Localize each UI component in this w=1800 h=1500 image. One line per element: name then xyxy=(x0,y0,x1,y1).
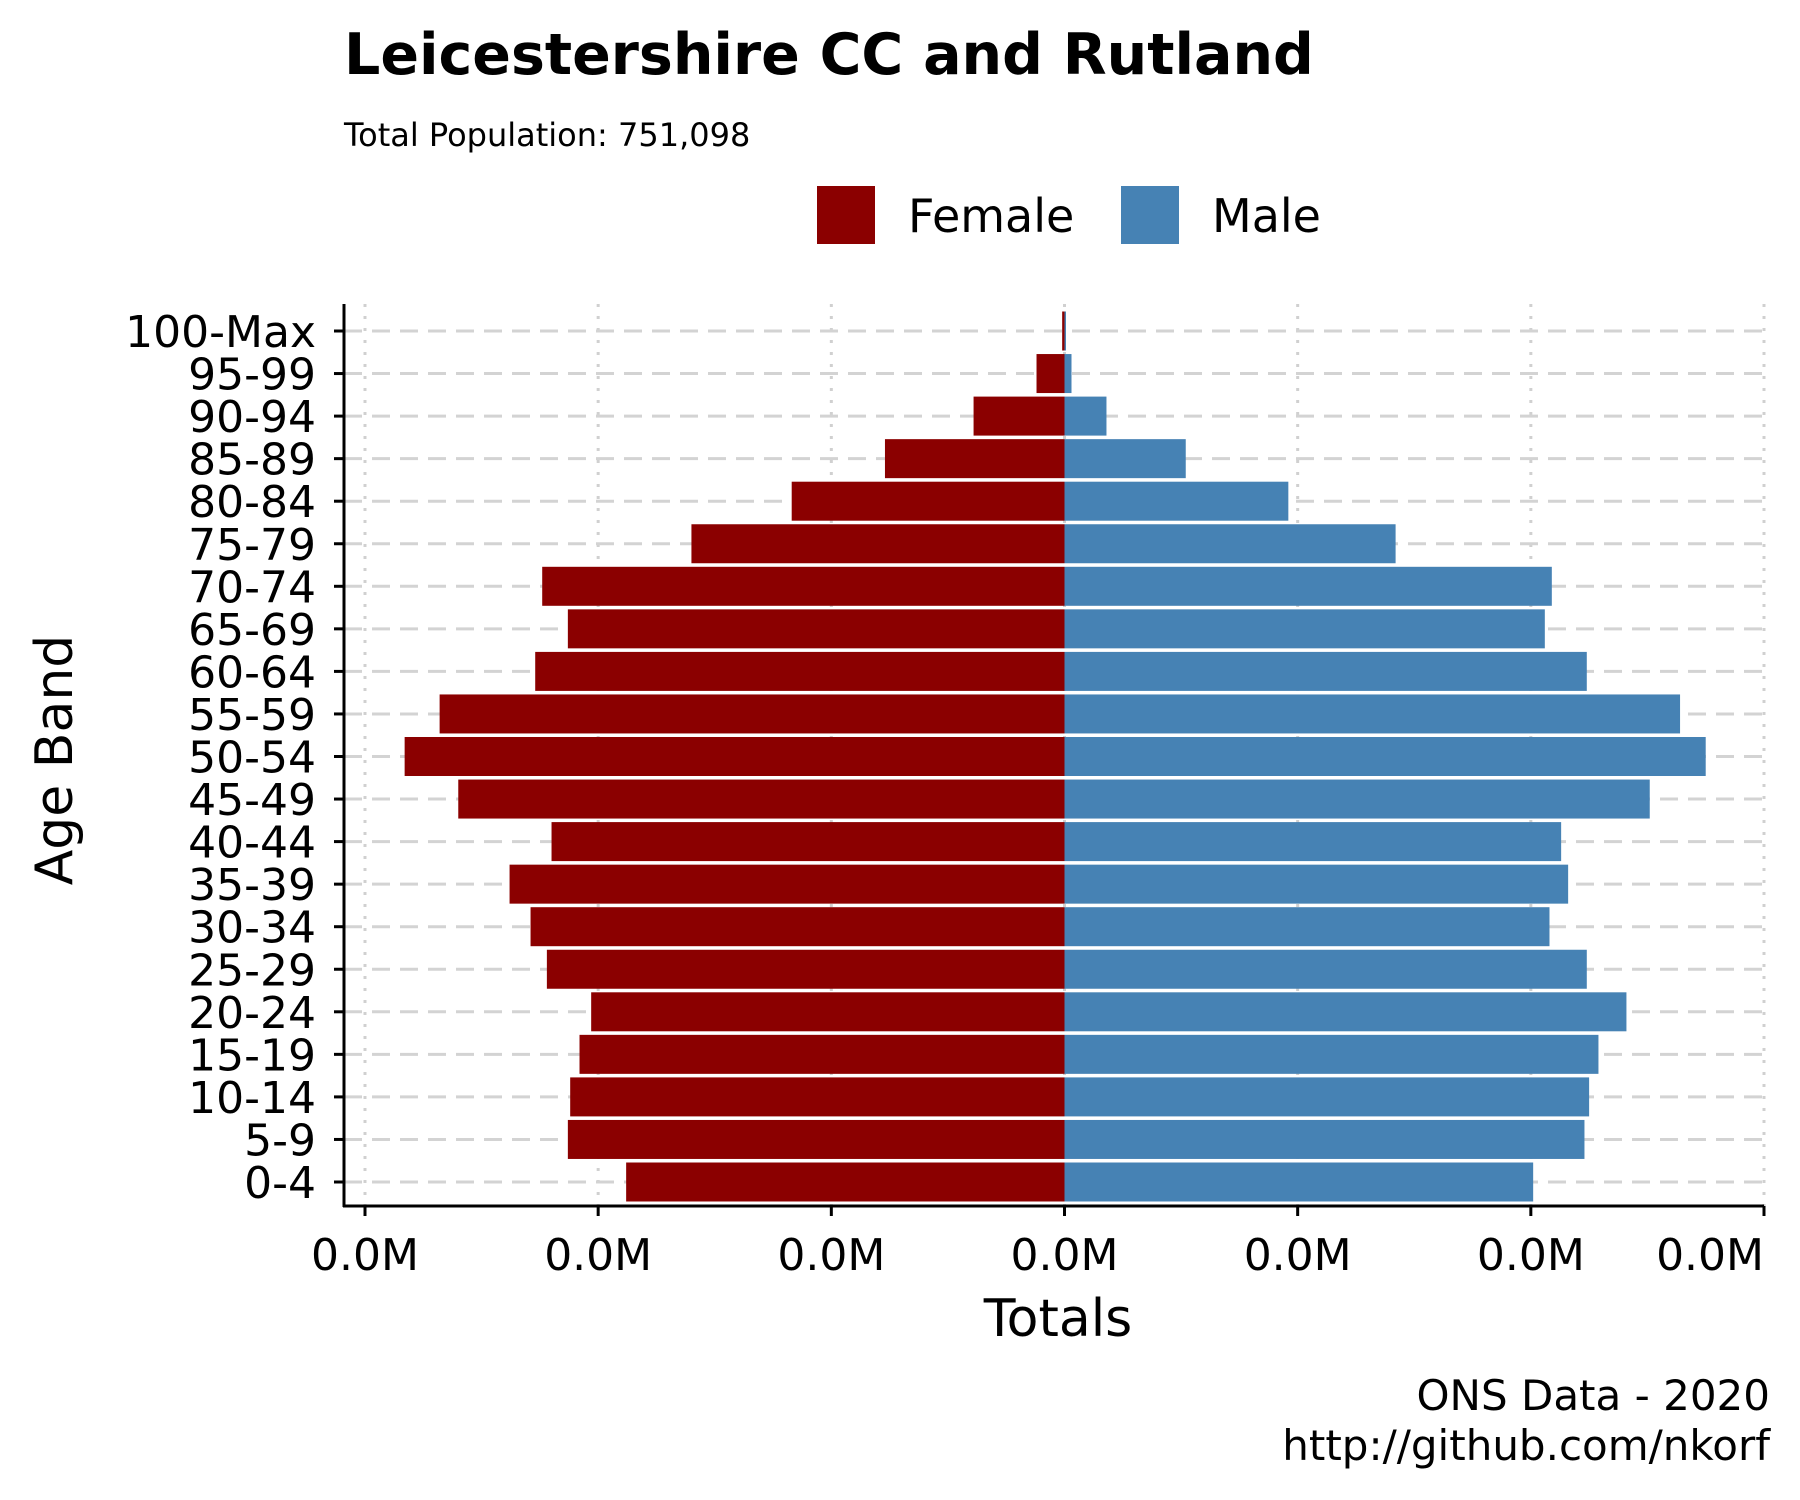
y-tick-label: 80-84 xyxy=(188,477,316,528)
x-tick-label: 0.0M xyxy=(1011,1230,1119,1281)
y-tick-label: 70-74 xyxy=(188,562,316,613)
x-tick-label: 0.0M xyxy=(544,1230,652,1281)
y-tick-label: 55-59 xyxy=(188,690,316,741)
bar-female-70-74 xyxy=(542,566,1065,606)
bar-female-60-64 xyxy=(535,651,1065,691)
bar-female-80-84 xyxy=(791,481,1065,521)
bar-male-60-64 xyxy=(1064,651,1587,691)
bar-male-5-9 xyxy=(1064,1119,1585,1159)
bar-male-100-Max xyxy=(1064,311,1066,351)
legend-label-female: Female xyxy=(908,189,1074,243)
bar-male-55-59 xyxy=(1064,694,1681,734)
bar-male-65-69 xyxy=(1064,609,1545,649)
legend-label-male: Male xyxy=(1212,189,1321,243)
x-tick-labels: 0.0M 0.0M 0.0M 0.0M 0.0M 0.0M 0.0M xyxy=(311,1206,1766,1281)
y-tick-label: 20-24 xyxy=(188,988,316,1039)
y-tick-label: 30-34 xyxy=(188,903,316,954)
bar-female-50-54 xyxy=(404,737,1065,776)
bar-male-25-29 xyxy=(1064,949,1587,989)
bar-female-20-24 xyxy=(591,992,1065,1032)
bar-female-15-19 xyxy=(579,1034,1065,1074)
bar-male-20-24 xyxy=(1064,992,1627,1032)
bar-male-95-99 xyxy=(1064,354,1072,394)
bar-female-100-Max xyxy=(1062,311,1065,351)
legend-swatch-male xyxy=(1121,186,1179,244)
bar-female-30-34 xyxy=(530,907,1065,947)
bar-female-0-4 xyxy=(626,1162,1065,1202)
legend-swatch-female xyxy=(817,186,875,244)
bar-female-10-14 xyxy=(570,1077,1065,1117)
y-tick-label: 95-99 xyxy=(188,350,316,401)
bar-male-90-94 xyxy=(1064,396,1107,436)
y-tick-label: 65-69 xyxy=(188,605,316,656)
bar-female-45-49 xyxy=(458,779,1065,819)
y-tick-label: 100-Max xyxy=(125,307,316,358)
y-tick-label: 85-89 xyxy=(188,435,316,486)
legend: Female Male xyxy=(817,186,1321,244)
y-tick-label: 25-29 xyxy=(188,945,316,996)
y-tick-label: 5-9 xyxy=(244,1115,316,1166)
y-tick-label: 90-94 xyxy=(188,392,316,443)
bar-female-35-39 xyxy=(509,864,1065,904)
bar-male-70-74 xyxy=(1064,566,1552,606)
caption-line-1: ONS Data - 2020 xyxy=(1416,1371,1770,1420)
bar-female-85-89 xyxy=(884,439,1065,479)
y-tick-label: 0-4 xyxy=(244,1158,316,1209)
y-tick-label: 45-49 xyxy=(188,775,316,826)
caption-line-2: http://github.com/nkorf xyxy=(1282,1421,1771,1470)
bar-female-75-79 xyxy=(691,524,1065,564)
y-tick-label: 40-44 xyxy=(188,818,316,869)
x-tick-label: 0.0M xyxy=(311,1230,419,1281)
y-tick-label: 50-54 xyxy=(188,733,316,784)
bar-female-90-94 xyxy=(973,396,1065,436)
bar-male-30-34 xyxy=(1064,907,1550,947)
bar-male-40-44 xyxy=(1064,822,1562,862)
bar-female-95-99 xyxy=(1036,354,1065,394)
chart-subtitle: Total Population: 751,098 xyxy=(343,116,750,154)
bar-male-75-79 xyxy=(1064,524,1396,564)
x-axis-label: Totals xyxy=(983,1289,1133,1349)
bar-male-15-19 xyxy=(1064,1034,1599,1074)
bar-male-50-54 xyxy=(1064,737,1706,776)
y-tick-label: 10-14 xyxy=(188,1073,316,1124)
y-tick-label: 15-19 xyxy=(188,1030,316,1081)
y-tick-label: 60-64 xyxy=(188,647,316,698)
bar-male-85-89 xyxy=(1064,439,1186,479)
chart-title: Leicestershire CC and Rutland xyxy=(344,22,1314,88)
bar-male-45-49 xyxy=(1064,779,1650,819)
y-tick-labels: 0-45-910-1415-1920-2425-2930-3435-3940-4… xyxy=(125,307,344,1209)
x-tick-label: 0.0M xyxy=(1656,1230,1764,1281)
bar-male-10-14 xyxy=(1064,1077,1590,1117)
x-tick-label: 0.0M xyxy=(1244,1230,1352,1281)
y-axis-label: Age Band xyxy=(25,635,85,886)
bars xyxy=(404,311,1706,1202)
bar-female-25-29 xyxy=(546,949,1065,989)
x-tick-label: 0.0M xyxy=(777,1230,885,1281)
y-tick-label: 35-39 xyxy=(188,860,316,911)
bar-female-55-59 xyxy=(439,694,1065,734)
y-tick-label: 75-79 xyxy=(188,520,316,571)
bar-male-0-4 xyxy=(1064,1162,1534,1202)
x-tick-label: 0.0M xyxy=(1477,1230,1585,1281)
bar-female-5-9 xyxy=(567,1119,1065,1159)
bar-male-80-84 xyxy=(1064,481,1289,521)
bar-female-40-44 xyxy=(551,822,1065,862)
bar-female-65-69 xyxy=(567,609,1065,649)
bar-male-35-39 xyxy=(1064,864,1569,904)
